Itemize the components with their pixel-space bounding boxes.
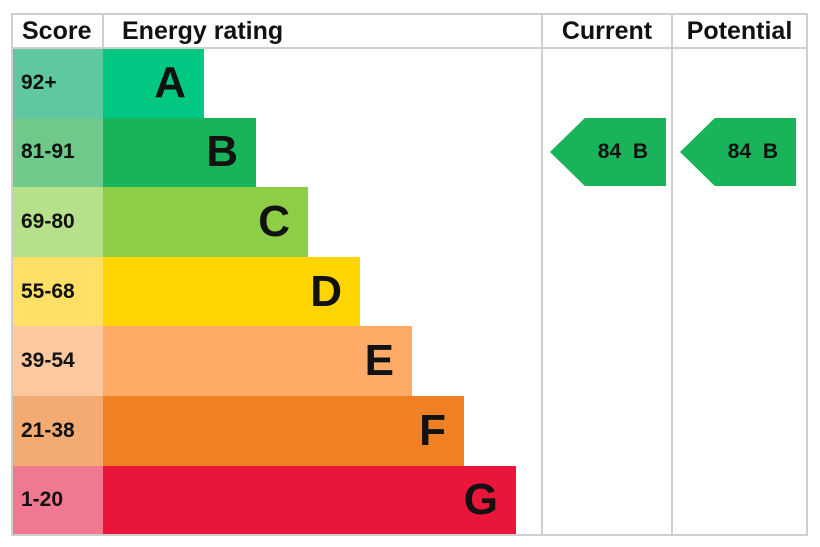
current-header: Current — [561, 17, 653, 45]
score-range-b: 81-91 — [12, 117, 103, 188]
score-range-d: 55-68 — [12, 256, 103, 327]
score-range-e: 39-54 — [12, 326, 103, 396]
grid-line — [12, 13, 808, 15]
rating-bar-f: F — [103, 396, 464, 466]
grid-line — [671, 13, 673, 536]
grid-line — [806, 13, 808, 536]
grid-line — [102, 13, 104, 48]
score-range-c: 69-80 — [12, 187, 103, 257]
score-range-g: 1-20 — [12, 465, 103, 536]
rating-bar-g: G — [103, 465, 516, 536]
rating-bar-c: C — [103, 187, 308, 257]
energy-rating-header: Energy rating — [122, 17, 284, 45]
potential-rating-arrow: 84 B — [680, 118, 796, 186]
grid-line — [11, 13, 13, 536]
score-range-a: 92+ — [12, 48, 103, 118]
potential-header: Potential — [686, 17, 793, 45]
grid-line — [12, 47, 808, 49]
grid-line — [12, 534, 808, 536]
rating-bar-e: E — [103, 326, 412, 396]
grid-line — [541, 13, 543, 536]
rating-bar-b: B — [103, 117, 256, 188]
current-rating-arrow: 84 B — [550, 118, 666, 186]
score-header: Score — [22, 17, 92, 45]
rating-bar-a: A — [103, 48, 204, 118]
rating-bar-d: D — [103, 256, 360, 327]
score-range-f: 21-38 — [12, 396, 103, 466]
